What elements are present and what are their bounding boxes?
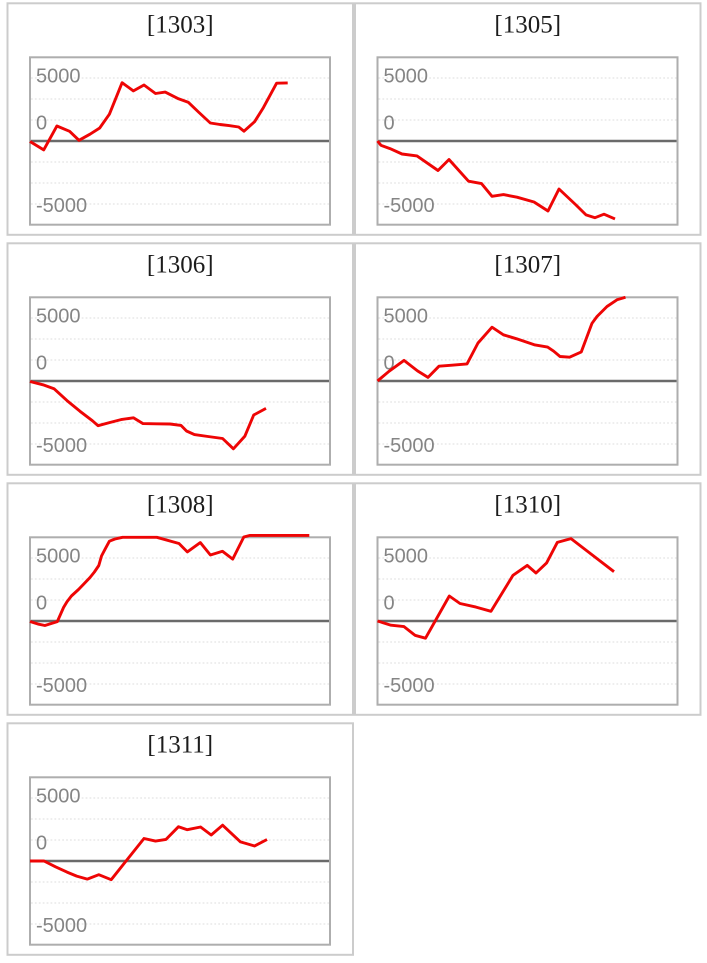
svg-text:0: 0 <box>384 113 395 135</box>
svg-text:0: 0 <box>36 593 47 615</box>
svg-text:5000: 5000 <box>384 66 429 88</box>
svg-text:-5000: -5000 <box>384 675 435 697</box>
svg-text:5000: 5000 <box>36 66 81 88</box>
svg-text:-5000: -5000 <box>384 195 435 217</box>
svg-text:0: 0 <box>36 833 47 855</box>
svg-text:-5000: -5000 <box>36 675 87 697</box>
svg-text:0: 0 <box>36 353 47 375</box>
svg-text:5000: 5000 <box>36 786 81 808</box>
svg-text:5000: 5000 <box>384 306 429 328</box>
svg-text:[1308]: [1308] <box>147 491 214 518</box>
svg-text:0: 0 <box>36 113 47 135</box>
svg-text:5000: 5000 <box>36 306 81 328</box>
svg-text:[1311]: [1311] <box>147 731 213 758</box>
svg-text:-5000: -5000 <box>384 435 435 457</box>
svg-text:[1306]: [1306] <box>147 251 214 278</box>
svg-text:-5000: -5000 <box>36 915 87 937</box>
svg-text:[1303]: [1303] <box>147 11 214 38</box>
svg-text:5000: 5000 <box>384 546 429 568</box>
svg-text:0: 0 <box>384 353 395 375</box>
svg-text:-5000: -5000 <box>36 435 87 457</box>
svg-text:5000: 5000 <box>36 546 81 568</box>
svg-text:[1307]: [1307] <box>494 251 561 278</box>
svg-text:-5000: -5000 <box>36 195 87 217</box>
svg-text:[1305]: [1305] <box>494 11 561 38</box>
svg-text:[1310]: [1310] <box>494 491 561 518</box>
svg-text:0: 0 <box>384 593 395 615</box>
